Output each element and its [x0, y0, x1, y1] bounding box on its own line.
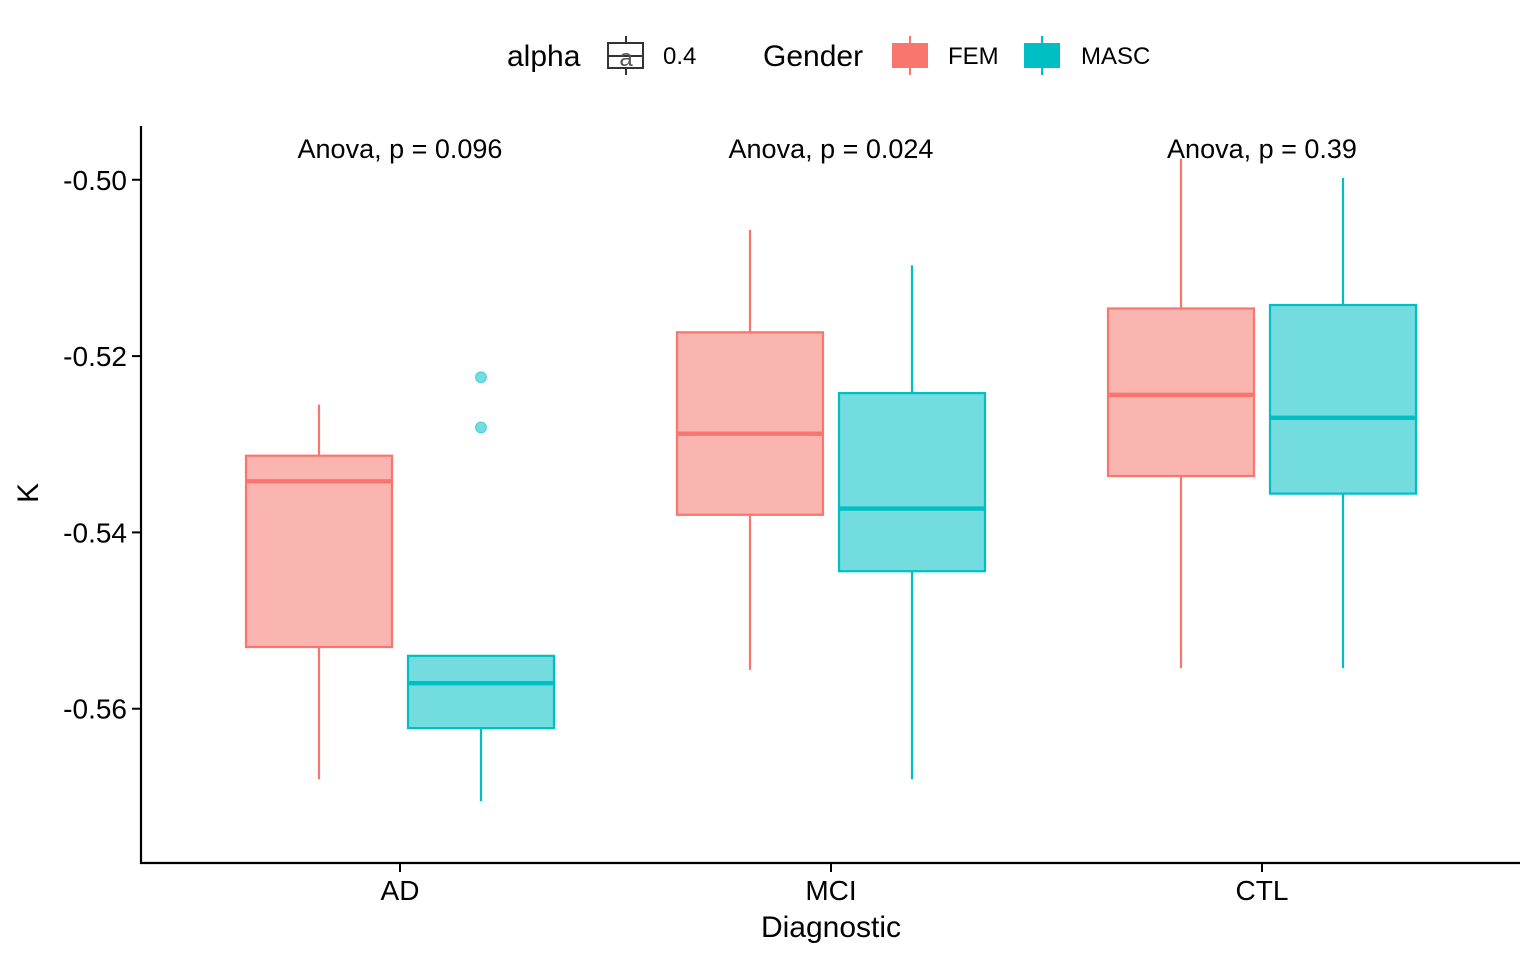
box-masc — [1268, 303, 1418, 495]
legend-alpha-key: a — [607, 36, 644, 75]
y-tick-label: -0.54 — [63, 517, 127, 548]
legend-alpha-title: alpha — [507, 40, 581, 73]
outlier-point-masc — [475, 421, 487, 434]
plot-area: -0.50 -0.52 -0.54 -0.56 AD MCI CTL Anova, p = 0… — [63, 126, 1520, 906]
x-axis-title: Diagnostic — [761, 911, 901, 944]
box-fem — [675, 331, 825, 516]
legend-key-fem — [892, 36, 928, 75]
x-tick-label: CTL — [1236, 875, 1289, 906]
legend-alpha-glyph: a — [619, 45, 633, 72]
y-tick-label: -0.50 — [63, 165, 127, 196]
anova-annotation: Anova, p = 0.39 — [1167, 134, 1357, 164]
box-masc — [837, 392, 987, 573]
legend-label-masc: MASC — [1081, 43, 1150, 70]
y-tick-label: -0.52 — [63, 341, 127, 372]
y-axis-title: K — [12, 483, 45, 503]
x-tick-label: AD — [381, 875, 420, 906]
y-tick-label: -0.56 — [63, 694, 127, 725]
box-masc — [406, 654, 556, 730]
legend-gender-title: Gender — [763, 40, 863, 73]
legend-label-fem: FEM — [948, 43, 999, 70]
anova-annotation: Anova, p = 0.096 — [298, 134, 503, 164]
x-tick-label: MCI — [805, 875, 856, 906]
legend-alpha-label: 0.4 — [663, 43, 696, 70]
box-fem — [244, 454, 394, 649]
anova-annotation: Anova, p = 0.024 — [729, 134, 934, 164]
legend-key-masc — [1024, 36, 1060, 75]
box-fem — [1106, 307, 1256, 478]
legend: alpha a 0.4 Gender FEM MASC — [507, 36, 1150, 75]
outlier-point-masc — [475, 371, 487, 384]
